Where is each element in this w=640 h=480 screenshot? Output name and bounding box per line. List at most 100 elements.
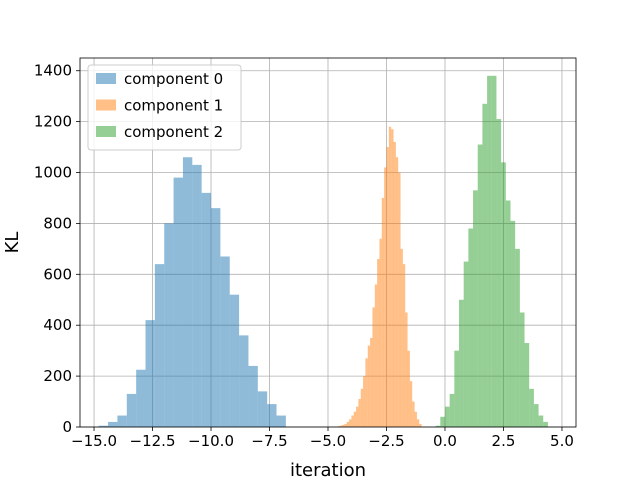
series-1-bars <box>337 126 422 428</box>
histogram-bar <box>356 406 359 427</box>
histogram-bar <box>192 164 202 427</box>
histogram-bar <box>400 248 403 427</box>
histogram-bar <box>419 423 422 427</box>
histogram-bar <box>449 393 455 427</box>
histogram-bar <box>239 335 249 427</box>
x-tick-label: −2.5 <box>368 432 404 450</box>
series-2-bars <box>435 75 548 428</box>
x-tick-label: −5.0 <box>310 432 346 450</box>
x-tick-label: −10.0 <box>188 432 234 450</box>
histogram-bar <box>154 264 165 427</box>
histogram-bar <box>491 75 497 428</box>
histogram-bar <box>496 119 502 427</box>
histogram-bar <box>440 416 445 427</box>
histogram-bar <box>459 299 464 427</box>
histogram-bar <box>524 343 530 427</box>
histogram-bar <box>393 141 396 427</box>
histogram-bar <box>414 411 417 427</box>
histogram-bar <box>501 162 506 427</box>
histogram-bar <box>386 147 389 427</box>
histogram-bar <box>372 307 375 427</box>
histogram-bar <box>510 220 516 427</box>
histogram-bar <box>365 358 368 427</box>
legend-swatch <box>96 126 116 137</box>
legend-swatch <box>96 73 116 84</box>
histogram-bar <box>529 388 534 427</box>
histogram-bar <box>454 350 460 427</box>
histogram-bar <box>173 177 183 427</box>
histogram-bar <box>402 264 406 427</box>
x-tick-label: −12.5 <box>130 432 176 450</box>
legend-swatch <box>96 99 116 111</box>
histogram-bar <box>367 345 371 427</box>
histogram-bar <box>395 157 399 427</box>
histogram-bar <box>505 200 511 427</box>
y-tick-label: 1200 <box>34 113 72 131</box>
histogram-bar <box>384 167 387 427</box>
y-tick-label: 1000 <box>34 164 72 182</box>
histogram-bar <box>463 261 469 427</box>
histogram-bar <box>358 399 361 427</box>
histogram-bar <box>126 393 137 427</box>
histogram-bar <box>487 75 492 428</box>
histogram-bar <box>435 425 441 427</box>
histogram-bar <box>211 208 221 427</box>
histogram-bar <box>136 369 146 427</box>
legend-label: component 2 <box>124 123 223 141</box>
histogram-bar <box>543 421 548 427</box>
histogram-bar <box>98 425 109 427</box>
histogram-bar <box>220 256 230 427</box>
histogram-bar <box>416 419 420 427</box>
histogram-bar <box>473 190 478 427</box>
histogram-bar <box>248 365 258 427</box>
y-tick-label: 1400 <box>34 62 72 80</box>
histogram-bar <box>363 376 366 427</box>
x-tick-label: −7.5 <box>251 432 287 450</box>
histogram-bar <box>351 415 354 427</box>
x-tick-label: 0.0 <box>433 432 457 450</box>
x-tick-label: −15.0 <box>71 432 117 450</box>
histogram-bar <box>379 238 382 427</box>
histogram-bar <box>370 337 373 427</box>
histogram-bar <box>538 415 544 427</box>
histogram-bar <box>201 192 212 427</box>
histogram-bar <box>381 197 385 427</box>
histogram-bar <box>117 415 127 427</box>
x-axis-label: iteration <box>290 460 366 480</box>
series-0-bars <box>98 157 286 427</box>
y-axis-label: KL <box>2 232 23 254</box>
y-axis-ticks: 0 200 400 600 800 1000 1200 1400 <box>34 62 80 436</box>
histogram-bar <box>468 228 474 427</box>
y-tick-label: 0 <box>62 418 72 436</box>
histogram-bar <box>533 404 539 427</box>
legend: component 0 component 1 component 2 <box>87 64 242 151</box>
y-tick-label: 200 <box>43 367 72 385</box>
histogram-bar <box>229 294 240 427</box>
histogram-bars <box>98 75 548 428</box>
histogram-bar <box>267 404 277 427</box>
histogram-bar <box>477 144 483 427</box>
legend-label: component 0 <box>124 70 223 88</box>
histogram-bar <box>515 248 520 427</box>
y-tick-label: 600 <box>43 265 72 283</box>
histogram-bar <box>405 312 408 427</box>
histogram-bar <box>257 391 268 427</box>
histogram-bar <box>339 425 343 427</box>
histogram-bar <box>377 259 380 427</box>
histogram-bar <box>391 129 394 427</box>
histogram-bar <box>145 320 155 427</box>
histogram-bar <box>276 415 286 427</box>
x-tick-label: 2.5 <box>492 432 516 450</box>
histogram-bar <box>407 350 410 427</box>
histogram-bar <box>353 411 357 427</box>
histogram-bar <box>388 126 392 428</box>
histogram-bar <box>398 172 401 427</box>
histogram-bar <box>108 421 118 427</box>
legend-box <box>87 64 242 151</box>
histogram-bar <box>482 103 488 428</box>
histogram-bar <box>444 406 450 427</box>
histogram-bar <box>360 388 364 427</box>
histogram-bar <box>182 157 193 427</box>
x-axis-ticks: −15.0 −12.5 −10.0 −7.5 −5.0 −2.5 0.0 2.5 5.0 <box>71 427 574 450</box>
